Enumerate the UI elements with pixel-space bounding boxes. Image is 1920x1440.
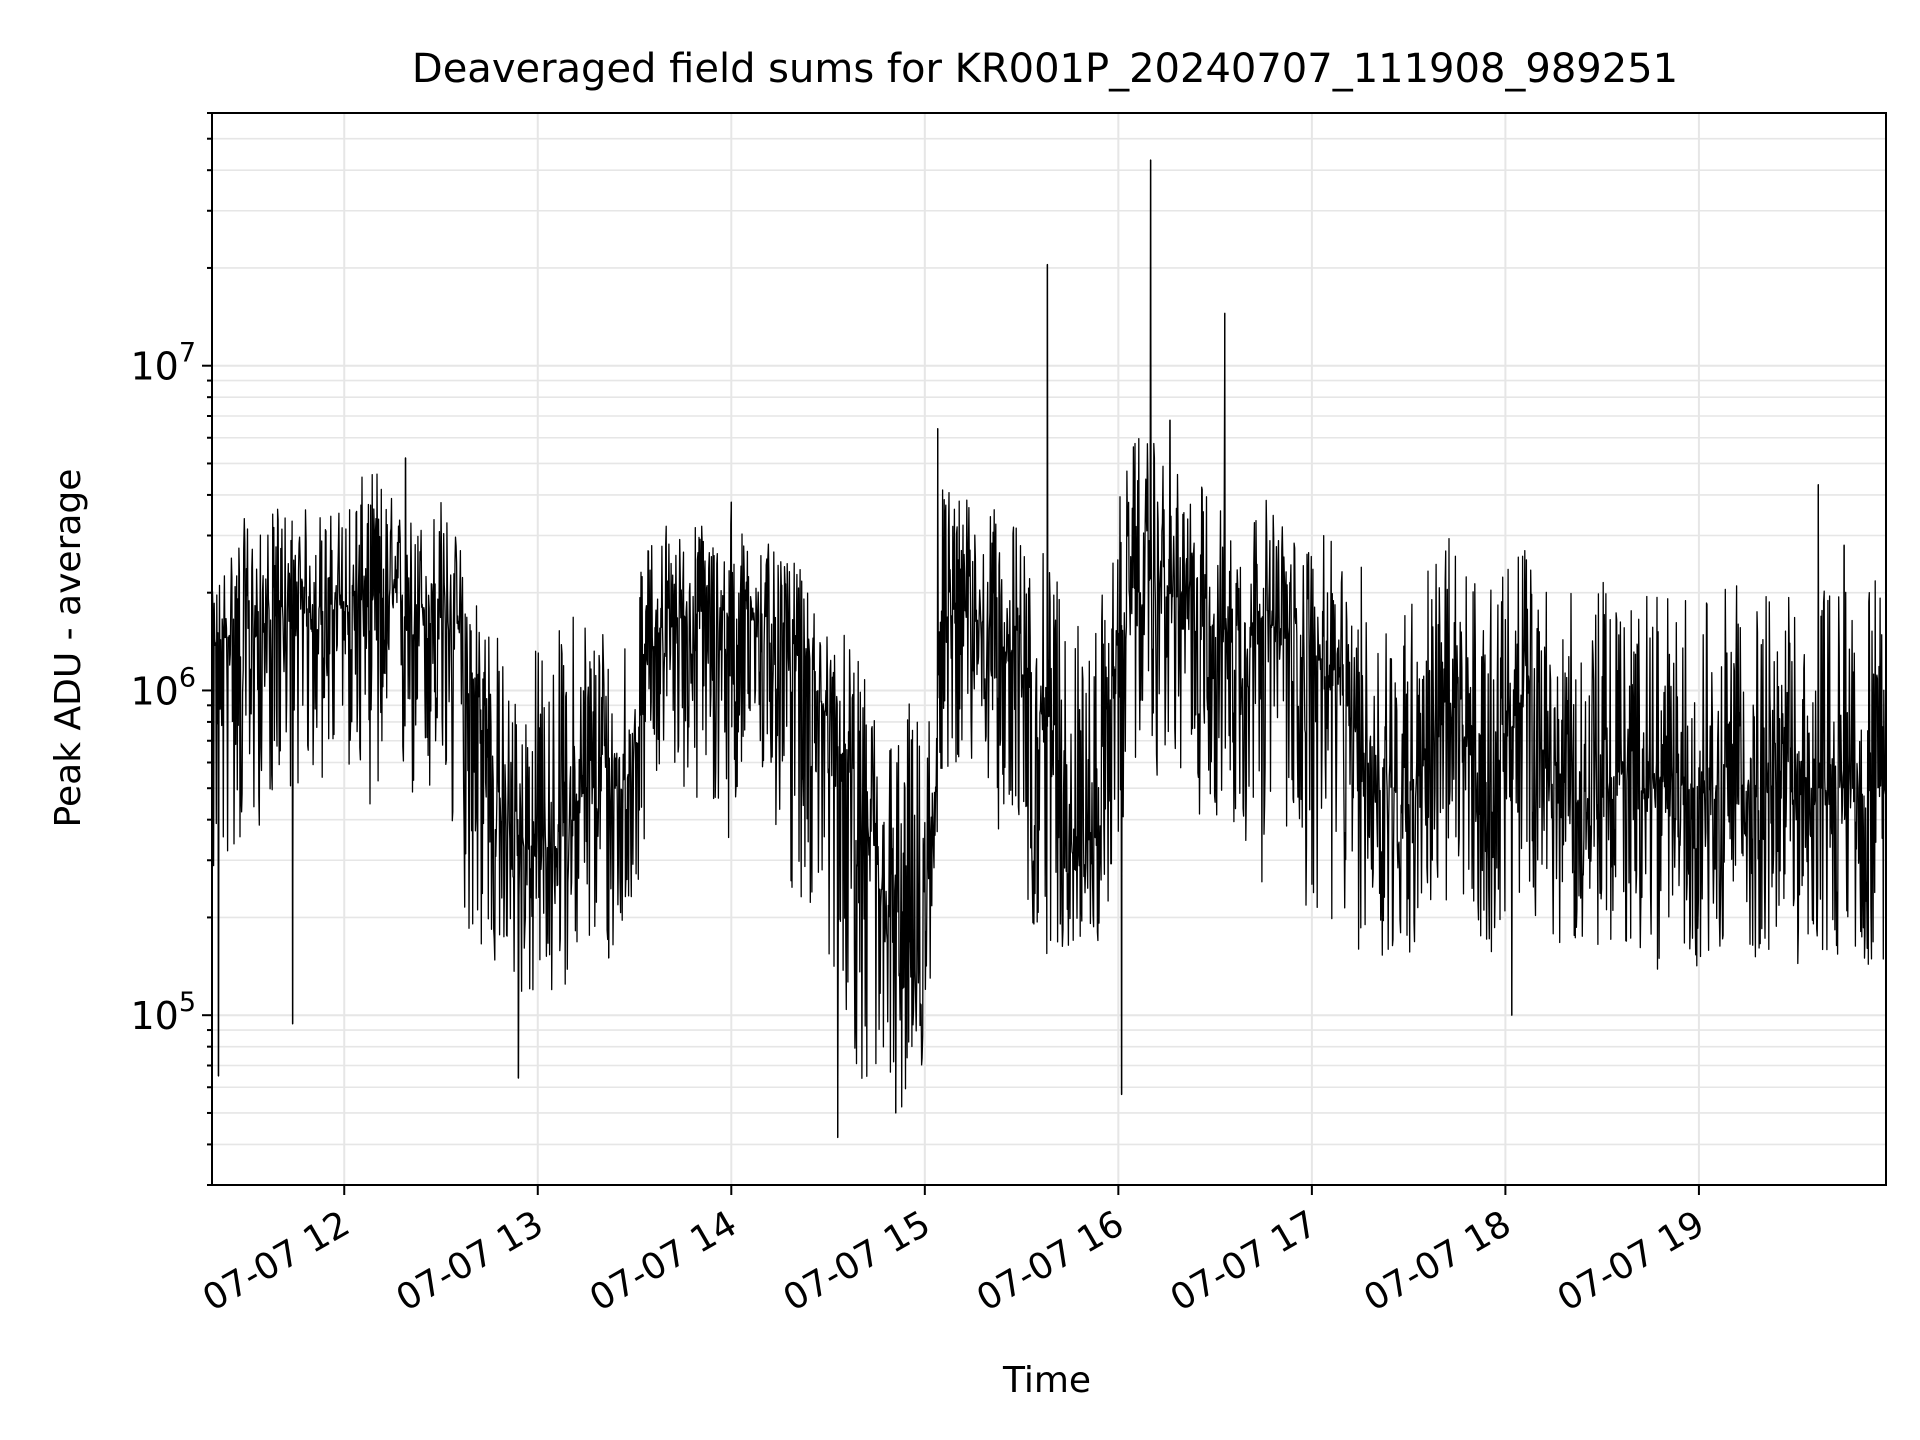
plot-frame	[211, 112, 1887, 1186]
chart-title: Deaveraged field sums for KR001P_2024070…	[412, 46, 1678, 92]
data-line-group	[211, 159, 1887, 1139]
x-axis-label: Time	[1002, 1360, 1091, 1401]
series-line	[211, 159, 1887, 1139]
y-axis-label: Peak ADU - average	[48, 469, 89, 828]
y-tick-exponent: 7	[179, 338, 196, 369]
y-tick-label: 106	[130, 662, 196, 713]
y-tick-exponent: 5	[179, 987, 196, 1018]
y-tick-exponent: 6	[179, 662, 196, 693]
